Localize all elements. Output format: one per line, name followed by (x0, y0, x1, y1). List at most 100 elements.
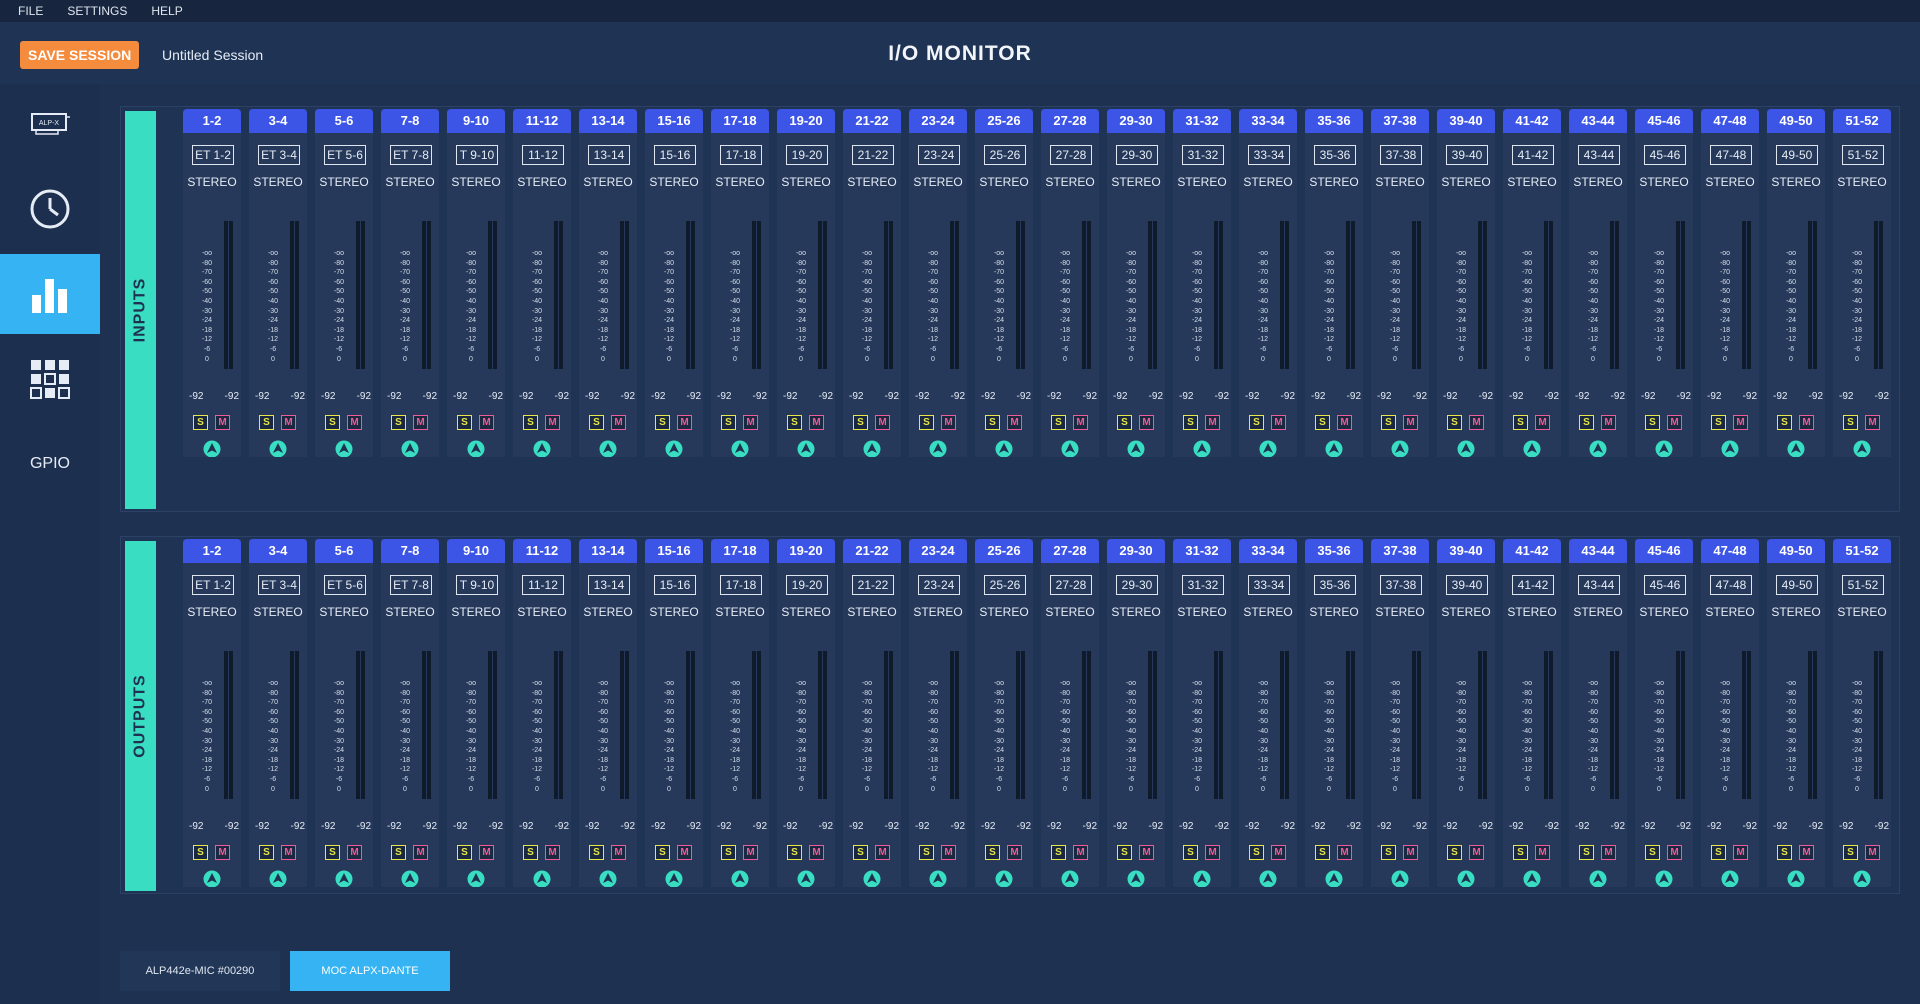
route-icon[interactable] (1853, 870, 1871, 887)
channel-name-field[interactable]: 27-28 (1050, 575, 1092, 595)
channel-tab[interactable]: 41-42 (1503, 539, 1561, 563)
channel-name-field[interactable]: 47-48 (1710, 145, 1752, 165)
solo-button[interactable]: S (1051, 845, 1066, 860)
channel-name-field[interactable]: ET 1-2 (192, 575, 234, 595)
channel-name-field[interactable]: T 9-10 (456, 145, 498, 165)
channel-tab[interactable]: 39-40 (1437, 109, 1495, 133)
channel-tab[interactable]: 19-20 (777, 109, 835, 133)
solo-button[interactable]: S (1381, 845, 1396, 860)
mute-button[interactable]: M (1865, 415, 1880, 430)
mute-button[interactable]: M (1469, 845, 1484, 860)
mute-button[interactable]: M (1865, 845, 1880, 860)
solo-button[interactable]: S (1645, 845, 1660, 860)
route-icon[interactable] (797, 870, 815, 887)
solo-button[interactable]: S (325, 415, 340, 430)
mute-button[interactable]: M (1205, 845, 1220, 860)
mute-button[interactable]: M (809, 415, 824, 430)
mute-button[interactable]: M (1469, 415, 1484, 430)
channel-name-field[interactable]: 31-32 (1182, 145, 1224, 165)
route-icon[interactable] (1523, 870, 1541, 887)
save-session-button[interactable]: SAVE SESSION (20, 41, 140, 69)
sidebar-item-device[interactable]: ALP-X (0, 84, 100, 164)
mute-button[interactable]: M (677, 415, 692, 430)
solo-button[interactable]: S (919, 415, 934, 430)
channel-name-field[interactable]: 37-38 (1380, 145, 1422, 165)
mute-button[interactable]: M (611, 845, 626, 860)
channel-name-field[interactable]: 37-38 (1380, 575, 1422, 595)
mute-button[interactable]: M (1601, 845, 1616, 860)
solo-button[interactable]: S (589, 415, 604, 430)
mute-button[interactable]: M (281, 415, 296, 430)
route-icon[interactable] (797, 440, 815, 457)
channel-tab[interactable]: 3-4 (249, 539, 307, 563)
channel-name-field[interactable]: 21-22 (852, 575, 894, 595)
route-icon[interactable] (203, 440, 221, 457)
channel-tab[interactable]: 39-40 (1437, 539, 1495, 563)
channel-name-field[interactable]: ET 5-6 (324, 575, 366, 595)
solo-button[interactable]: S (655, 845, 670, 860)
channel-name-field[interactable]: 15-16 (654, 575, 696, 595)
channel-tab[interactable]: 21-22 (843, 109, 901, 133)
route-icon[interactable] (929, 440, 947, 457)
channel-name-field[interactable]: 39-40 (1446, 145, 1488, 165)
solo-button[interactable]: S (655, 415, 670, 430)
channel-tab[interactable]: 29-30 (1107, 109, 1165, 133)
solo-button[interactable]: S (523, 415, 538, 430)
route-icon[interactable] (467, 440, 485, 457)
route-icon[interactable] (863, 870, 881, 887)
solo-button[interactable]: S (1513, 845, 1528, 860)
route-icon[interactable] (599, 440, 617, 457)
channel-tab[interactable]: 27-28 (1041, 539, 1099, 563)
solo-button[interactable]: S (787, 845, 802, 860)
route-icon[interactable] (1457, 440, 1475, 457)
channel-tab[interactable]: 45-46 (1635, 109, 1693, 133)
route-icon[interactable] (1127, 440, 1145, 457)
mute-button[interactable]: M (545, 415, 560, 430)
solo-button[interactable]: S (523, 845, 538, 860)
solo-button[interactable]: S (853, 415, 868, 430)
route-icon[interactable] (1853, 440, 1871, 457)
route-icon[interactable] (1391, 870, 1409, 887)
mute-button[interactable]: M (743, 415, 758, 430)
channel-tab[interactable]: 11-12 (513, 109, 571, 133)
mute-button[interactable]: M (1007, 845, 1022, 860)
mute-button[interactable]: M (875, 415, 890, 430)
route-icon[interactable] (1259, 440, 1277, 457)
sidebar-item-monitor[interactable] (0, 254, 100, 334)
channel-tab[interactable]: 51-52 (1833, 109, 1891, 133)
solo-button[interactable]: S (457, 845, 472, 860)
channel-tab[interactable]: 35-36 (1305, 109, 1363, 133)
solo-button[interactable]: S (1777, 415, 1792, 430)
mute-button[interactable]: M (809, 845, 824, 860)
solo-button[interactable]: S (1843, 845, 1858, 860)
mute-button[interactable]: M (1799, 845, 1814, 860)
sidebar-item-clock[interactable] (0, 169, 100, 249)
mute-button[interactable]: M (413, 415, 428, 430)
solo-button[interactable]: S (589, 845, 604, 860)
solo-button[interactable]: S (1447, 845, 1462, 860)
channel-name-field[interactable]: 15-16 (654, 145, 696, 165)
mute-button[interactable]: M (1205, 415, 1220, 430)
channel-name-field[interactable]: 29-30 (1116, 575, 1158, 595)
channel-tab[interactable]: 33-34 (1239, 109, 1297, 133)
mute-button[interactable]: M (215, 415, 230, 430)
solo-button[interactable]: S (1315, 415, 1330, 430)
mute-button[interactable]: M (1337, 845, 1352, 860)
mute-button[interactable]: M (941, 415, 956, 430)
channel-name-field[interactable]: ET 7-8 (390, 145, 432, 165)
route-icon[interactable] (1721, 440, 1739, 457)
channel-tab[interactable]: 15-16 (645, 109, 703, 133)
channel-tab[interactable]: 37-38 (1371, 539, 1429, 563)
solo-button[interactable]: S (853, 845, 868, 860)
channel-tab[interactable]: 9-10 (447, 539, 505, 563)
channel-name-field[interactable]: ET 7-8 (390, 575, 432, 595)
mute-button[interactable]: M (941, 845, 956, 860)
channel-name-field[interactable]: 43-44 (1578, 575, 1620, 595)
channel-tab[interactable]: 47-48 (1701, 109, 1759, 133)
channel-tab[interactable]: 13-14 (579, 109, 637, 133)
channel-name-field[interactable]: 29-30 (1116, 145, 1158, 165)
channel-name-field[interactable]: 25-26 (984, 575, 1026, 595)
channel-tab[interactable]: 35-36 (1305, 539, 1363, 563)
solo-button[interactable]: S (985, 415, 1000, 430)
solo-button[interactable]: S (1447, 415, 1462, 430)
